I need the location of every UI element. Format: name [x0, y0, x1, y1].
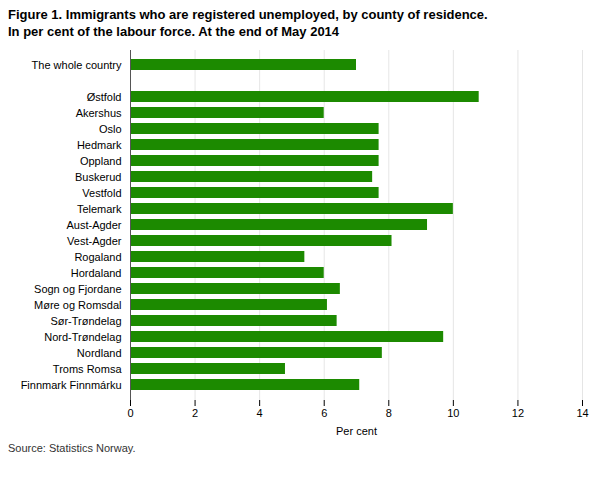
svg-text:Nord-Trøndelag: Nord-Trøndelag [44, 331, 121, 343]
html-text:Source: Statistics Norway.: Source: Statistics Norway. [8, 442, 136, 454]
svg-text:Akershus: Akershus [76, 107, 122, 119]
svg-text:10: 10 [447, 407, 459, 419]
svg-text:6: 6 [321, 407, 327, 419]
svg-text:The whole country: The whole country [32, 59, 122, 71]
svg-text:Buskerud: Buskerud [75, 171, 121, 183]
svg-text:Hedmark: Hedmark [77, 139, 122, 151]
svg-text:Vest-Agder: Vest-Agder [67, 235, 122, 247]
html-text:Figure 1. Immigrants who are r: Figure 1. Immigrants who are registered … [8, 7, 488, 22]
svg-text:Vestfold: Vestfold [82, 187, 121, 199]
svg-text:8: 8 [386, 407, 392, 419]
svg-text:Nordland: Nordland [77, 347, 122, 359]
svg-text:Sør-Trøndelag: Sør-Trøndelag [50, 315, 121, 327]
svg-text:2: 2 [192, 407, 198, 419]
html-text:In per cent of the labour forc: In per cent of the labour force. At the … [8, 24, 340, 39]
svg-text:Aust-Agder: Aust-Agder [66, 219, 121, 231]
svg-text:Troms Romsa: Troms Romsa [53, 363, 123, 375]
svg-text:Sogn og Fjordane: Sogn og Fjordane [34, 283, 121, 295]
svg-text:Møre og Romsdal: Møre og Romsdal [34, 299, 121, 311]
svg-text:Telemark: Telemark [77, 203, 122, 215]
svg-text:Oppland: Oppland [80, 155, 122, 167]
svg-text:Rogaland: Rogaland [74, 251, 121, 263]
svg-text:12: 12 [512, 407, 524, 419]
svg-text:0: 0 [127, 407, 133, 419]
svg-text:Per cent: Per cent [336, 425, 377, 437]
svg-text:4: 4 [257, 407, 263, 419]
svg-text:14: 14 [576, 407, 588, 419]
svg-text:Østfold: Østfold [87, 91, 122, 103]
svg-text:Hordaland: Hordaland [71, 267, 122, 279]
svg-text:Finnmark Finnmárku: Finnmark Finnmárku [21, 379, 122, 391]
svg-text:Oslo: Oslo [99, 123, 122, 135]
